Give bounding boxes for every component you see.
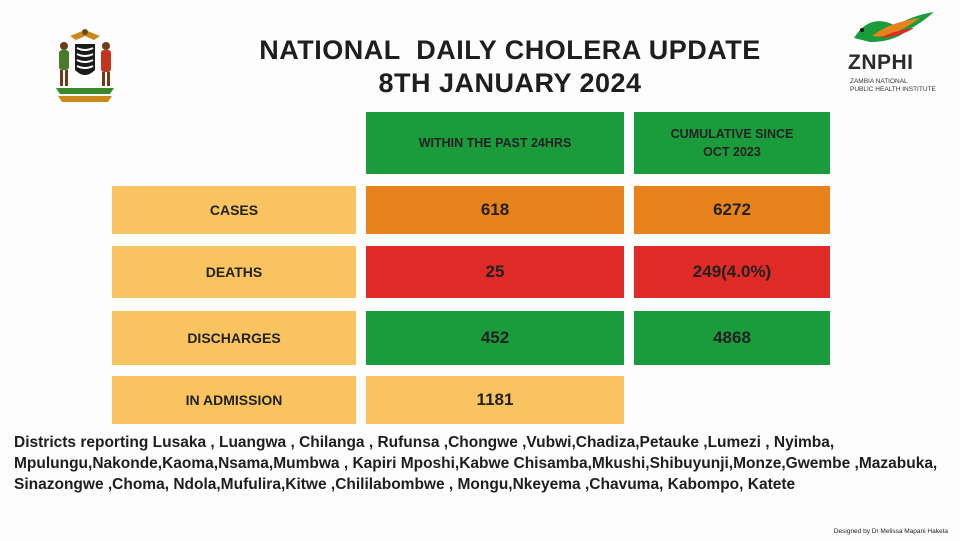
in-admission-past24: 1181 bbox=[366, 376, 624, 424]
col-header-past24: WITHIN THE PAST 24HRS bbox=[366, 112, 624, 174]
deaths-past24: 25 bbox=[366, 246, 624, 298]
in-admission-past24-value: 1181 bbox=[476, 390, 514, 409]
row-label-in-admission: IN ADMISSION bbox=[112, 376, 356, 424]
znphi-logo: ZNPHI ZAMBIA NATIONAL PUBLIC HEALTH INST… bbox=[848, 8, 953, 100]
discharges-cumulative-value: 4868 bbox=[713, 328, 751, 347]
discharges-past24-value: 452 bbox=[480, 328, 510, 347]
row-label-deaths-text: DEATHS bbox=[205, 264, 263, 280]
cases-cumulative: 6272 bbox=[634, 186, 830, 234]
title-line-1: NATIONAL DAILY CHOLERA UPDATE bbox=[259, 35, 761, 65]
deaths-cumulative-value: 249(4.0%) bbox=[692, 262, 772, 281]
designer-credit: Designed by Dr Melissa Mapani Haketa bbox=[833, 528, 948, 535]
col-header-past24-label: WITHIN THE PAST 24HRS bbox=[418, 136, 572, 150]
logo-sub-line-1: ZAMBIA NATIONAL bbox=[850, 78, 908, 85]
col-header-cumulative-label: CUMULATIVE SINCE OCT 2023 bbox=[670, 127, 794, 159]
row-label-discharges-text: DISCHARGES bbox=[187, 330, 281, 346]
coat-of-arms-icon bbox=[50, 26, 120, 104]
col-header-cumulative: CUMULATIVE SINCE OCT 2023 bbox=[634, 112, 830, 174]
page-title: NATIONAL DAILY CHOLERA UPDATE 8TH JANUAR… bbox=[200, 34, 820, 100]
row-label-deaths: DEATHS bbox=[112, 246, 356, 298]
title-line-2: 8TH JANUARY 2024 bbox=[378, 68, 642, 98]
cases-past24: 618 bbox=[366, 186, 624, 234]
row-label-discharges: DISCHARGES bbox=[112, 311, 356, 365]
cases-cumulative-value: 6272 bbox=[713, 200, 751, 219]
logo-sub-line-2: PUBLIC HEALTH INSTITUTE bbox=[850, 86, 936, 93]
logo-subtitle: ZAMBIA NATIONAL PUBLIC HEALTH INSTITUTE bbox=[850, 78, 955, 94]
discharges-cumulative: 4868 bbox=[634, 311, 830, 365]
row-label-cases-text: CASES bbox=[209, 202, 259, 218]
districts-reporting: Districts reporting Lusaka , Luangwa , C… bbox=[14, 434, 938, 493]
deaths-past24-value: 25 bbox=[485, 262, 505, 281]
logo-brand: ZNPHI bbox=[848, 51, 914, 74]
deaths-cumulative: 249(4.0%) bbox=[634, 246, 830, 298]
cases-past24-value: 618 bbox=[480, 200, 510, 219]
bird-logo-icon bbox=[854, 12, 934, 42]
discharges-past24: 452 bbox=[366, 311, 624, 365]
row-label-in-admission-text: IN ADMISSION bbox=[185, 392, 283, 408]
row-label-cases: CASES bbox=[112, 186, 356, 234]
